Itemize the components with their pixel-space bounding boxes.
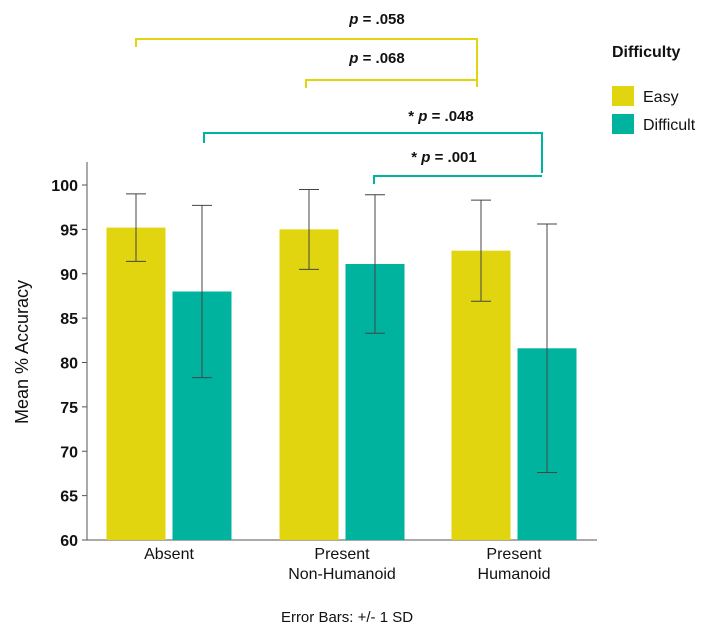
legend-label-easy: Easy <box>643 89 679 106</box>
significance-brackets: p = .058 p = .068 * p = .048 * p = .001 <box>135 11 543 184</box>
x-tick-label: Absent <box>144 546 194 563</box>
x-axis-labels: Absent Present Non-Humanoid Present Humanoid <box>144 546 550 583</box>
significance-label: p = .068 <box>348 50 404 67</box>
x-tick-label: Present Non-Humanoid <box>288 546 396 583</box>
y-tick-label: 65 <box>60 489 78 506</box>
y-tick-label: 70 <box>60 444 78 461</box>
x-tick-label: Present Humanoid <box>478 546 551 583</box>
y-axis-title: Mean % Accuracy <box>12 280 32 424</box>
legend-label-difficult: Difficult <box>643 117 696 134</box>
legend-title: Difficulty <box>612 44 681 61</box>
y-tick-label: 80 <box>60 356 78 373</box>
significance-label: * p = .048 <box>408 108 473 125</box>
y-tick-label: 90 <box>60 267 78 284</box>
y-axis-ticks: 60 65 70 75 80 85 90 95 100 <box>51 178 87 550</box>
y-tick-label: 75 <box>60 400 78 417</box>
legend: Difficulty Easy Difficult <box>612 44 696 134</box>
legend-swatch-easy <box>612 86 634 106</box>
footer-note: Error Bars: +/- 1 SD <box>281 609 413 626</box>
significance-bracket <box>305 79 478 88</box>
bars <box>106 227 577 541</box>
plot-area <box>86 162 597 541</box>
significance-bracket <box>203 132 543 173</box>
significance-bracket <box>373 175 542 184</box>
y-tick-label: 95 <box>60 222 78 239</box>
y-tick-label: 85 <box>60 311 78 328</box>
bar-easy-1 <box>106 227 166 540</box>
significance-label: * p = .001 <box>411 149 476 166</box>
bar-easy-2 <box>279 229 339 540</box>
significance-label: p = .058 <box>348 11 404 28</box>
y-tick-label: 60 <box>60 533 78 550</box>
significance-bracket <box>135 38 478 87</box>
error-bars <box>126 188 557 474</box>
y-tick-label: 100 <box>51 178 78 195</box>
legend-swatch-difficult <box>612 114 634 134</box>
